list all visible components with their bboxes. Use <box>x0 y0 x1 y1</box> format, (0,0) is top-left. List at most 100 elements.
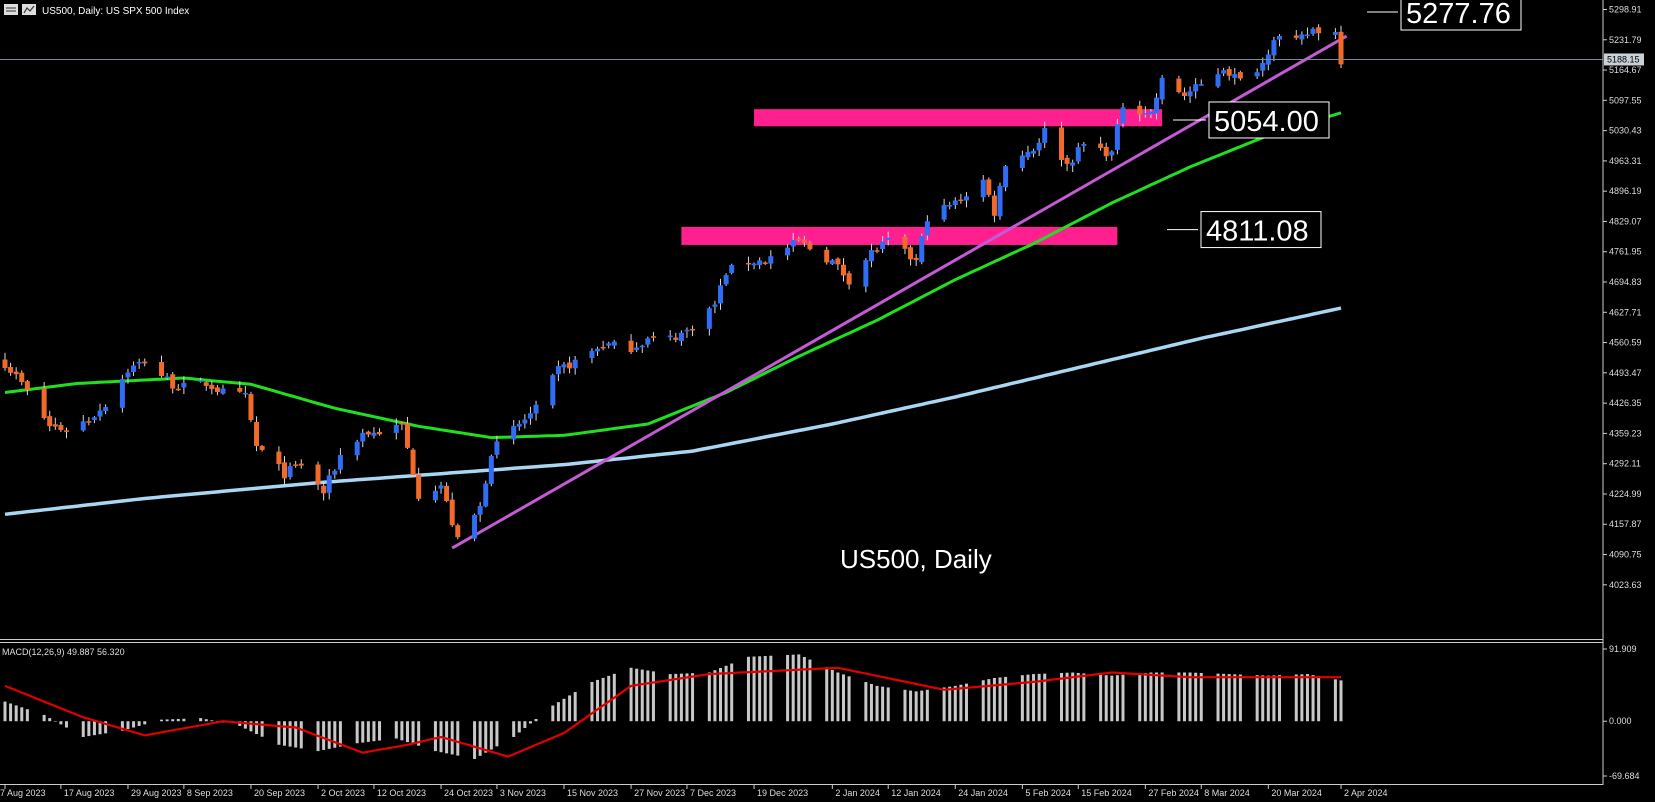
price-tick-label: 4157.87 <box>1609 519 1642 529</box>
bullish-candle <box>880 236 886 254</box>
bullish-candle <box>790 232 796 252</box>
macd-histogram-bar <box>808 659 812 722</box>
date-tick-label: 2 Jan 2024 <box>835 788 880 798</box>
macd-histogram-bar <box>48 718 52 722</box>
price-tick-label: 4761.95 <box>1609 247 1642 257</box>
macd-histogram-bar <box>20 707 24 722</box>
price-tick-label: 4493.47 <box>1609 368 1642 378</box>
bearish-candle <box>908 245 914 266</box>
macd-histogram-bar <box>1311 675 1315 722</box>
macd-histogram-bar <box>143 721 147 725</box>
bearish-candle <box>248 391 254 423</box>
bullish-candle <box>952 197 958 210</box>
lower-resistance-zone[interactable] <box>681 226 1118 245</box>
bearish-candle <box>449 492 455 528</box>
price-level-label[interactable]: 4811.08 <box>1167 211 1322 249</box>
price-tick-label: 4292.11 <box>1609 459 1641 469</box>
macd-histogram-bar <box>1317 676 1321 722</box>
macd-histogram-bar <box>1227 674 1231 722</box>
bullish-candle <box>97 403 103 421</box>
macd-histogram-bar <box>120 721 124 731</box>
bearish-candle <box>874 247 880 254</box>
macd-histogram-bar <box>59 721 63 725</box>
macd-histogram-bar <box>864 682 868 722</box>
macd-histogram-bar <box>182 718 186 722</box>
bullish-candle <box>1215 68 1221 88</box>
macd-histogram-bar <box>3 701 7 722</box>
macd-label: MACD(12,26,9) 49.887 56.320 <box>2 647 125 657</box>
macd-histogram-bar <box>596 679 600 722</box>
bullish-candle <box>1187 86 1193 103</box>
bullish-candle <box>885 231 891 246</box>
bullish-candle <box>136 358 142 369</box>
macd-histogram-bar <box>830 669 834 722</box>
macd-histogram-bar <box>210 720 214 722</box>
bullish-candle <box>667 330 673 341</box>
bullish-candle <box>1271 36 1277 62</box>
macd-histogram-bar <box>679 673 683 722</box>
bullish-candle <box>729 263 735 275</box>
chart-type-icon[interactable] <box>22 4 36 15</box>
macd-histogram-bar <box>199 718 203 722</box>
bearish-candle <box>1176 75 1182 94</box>
bullish-candle <box>371 427 377 439</box>
price-level-value: 5277.76 <box>1406 0 1511 30</box>
macd-histogram-bar <box>333 721 337 748</box>
macd-histogram-bar <box>635 668 639 722</box>
bullish-candle <box>555 360 561 382</box>
macd-histogram-bar <box>1060 672 1064 722</box>
bullish-candle <box>947 201 953 210</box>
macd-tick-label: 91.909 <box>1609 644 1637 654</box>
price-tick-label: 4426.35 <box>1609 398 1642 408</box>
macd-histogram-bar <box>517 721 521 733</box>
macd-histogram-bar <box>909 690 913 722</box>
macd-histogram-bar <box>1233 674 1237 722</box>
macd-histogram-bar <box>1182 672 1186 722</box>
bearish-candle <box>237 381 243 393</box>
macd-histogram-bar <box>920 690 924 722</box>
price-axis[interactable]: 5298.91 5231.79 5164.67 5097.55 5030.43 4963.… <box>1603 4 1642 590</box>
macd-histogram-bar <box>948 686 952 722</box>
upper-resistance-zone[interactable] <box>754 109 1163 127</box>
macd-histogram-bar <box>1076 672 1080 722</box>
bearish-candle <box>209 380 215 395</box>
macd-histogram-bar <box>282 721 286 746</box>
bullish-candle <box>533 400 539 421</box>
price-level-label[interactable]: 5054.00 <box>1173 101 1330 139</box>
macd-histogram-bar <box>953 685 957 722</box>
macd-histogram-bar <box>825 667 829 722</box>
ascending-trendline[interactable] <box>451 34 1348 550</box>
bullish-candle <box>829 259 835 266</box>
time-axis[interactable]: 7 Aug 2023 17 Aug 2023 29 Aug 2023 8 Sep 20… <box>0 785 1388 798</box>
macd-histogram-bar <box>372 721 376 742</box>
macd-histogram-bar <box>1266 675 1270 722</box>
macd-histogram-bar <box>14 705 18 722</box>
bullish-candle <box>611 339 617 350</box>
bullish-candle <box>337 448 343 474</box>
price-level-value: 5054.00 <box>1214 106 1319 138</box>
macd-histogram-bar <box>338 721 342 747</box>
bearish-candle <box>159 355 165 378</box>
bullish-candle <box>924 215 930 241</box>
bullish-candle <box>477 502 483 522</box>
macd-histogram-bar <box>562 698 566 722</box>
menu-icon[interactable] <box>4 4 18 15</box>
bearish-candle <box>254 416 260 452</box>
bearish-candle <box>902 234 908 255</box>
bearish-candle <box>259 444 265 452</box>
macd-histogram-bar <box>87 721 91 737</box>
price-tick-label: 4627.71 <box>1609 307 1642 317</box>
price-level-label[interactable]: 5277.76 <box>1367 0 1522 31</box>
macd-histogram-bar <box>964 683 968 722</box>
bearish-candle <box>628 334 634 355</box>
level-labels-layer: 5277.76 5054.00 4811.08 <box>1167 0 1522 249</box>
macd-histogram-bar <box>1082 673 1086 722</box>
macd-histogram-bar <box>797 654 801 722</box>
macd-histogram-bar <box>629 667 633 722</box>
macd-histogram-bar <box>165 719 169 722</box>
bullish-candle <box>963 192 969 208</box>
bearish-candle <box>203 381 209 391</box>
bullish-candle <box>432 485 438 503</box>
price-tick-label: 4829.07 <box>1609 216 1642 226</box>
